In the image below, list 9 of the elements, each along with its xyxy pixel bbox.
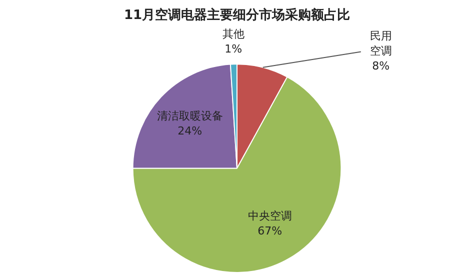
slice-label: 其他 bbox=[222, 28, 244, 41]
slice-label: 民用空调 bbox=[370, 30, 392, 58]
data-label: 8% bbox=[372, 60, 390, 73]
slice-label: 中央空调 bbox=[248, 209, 292, 222]
data-label: 24% bbox=[178, 124, 202, 138]
slice-label: 清洁取暖设备 bbox=[156, 109, 223, 122]
chart-title: 11月空调电器主要细分市场采购额占比 bbox=[124, 7, 350, 24]
data-label: 67% bbox=[258, 224, 282, 238]
data-label: 1% bbox=[224, 42, 242, 56]
